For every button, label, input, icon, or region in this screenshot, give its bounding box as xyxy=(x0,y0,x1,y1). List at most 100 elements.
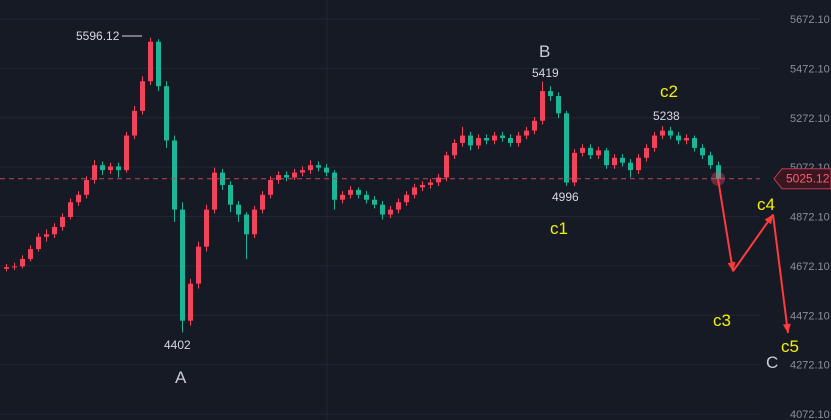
candle-body xyxy=(652,135,657,148)
candle xyxy=(332,170,337,210)
candle xyxy=(452,139,457,160)
candle-body xyxy=(252,209,257,235)
candle xyxy=(644,144,649,162)
candle xyxy=(500,131,505,142)
candle xyxy=(708,151,713,169)
candle xyxy=(540,81,545,125)
candle-body xyxy=(372,199,377,205)
candle-body xyxy=(204,209,209,247)
candle xyxy=(348,186,353,199)
candle xyxy=(676,131,681,145)
candle-body xyxy=(196,246,201,284)
candle xyxy=(284,171,289,182)
candle-body xyxy=(124,135,129,171)
candle-body xyxy=(572,152,577,183)
candle xyxy=(444,151,449,182)
candle xyxy=(148,37,153,85)
candle-body xyxy=(508,138,513,143)
candle xyxy=(36,233,41,252)
candle-body xyxy=(596,150,601,156)
candle-body xyxy=(76,194,81,203)
candle xyxy=(188,278,193,326)
candle-body xyxy=(444,155,449,178)
candle-body xyxy=(356,189,361,195)
candle xyxy=(356,187,361,199)
arrow-head-icon xyxy=(782,323,791,334)
candle-body xyxy=(268,179,273,195)
candle xyxy=(412,183,417,199)
candle-body xyxy=(468,135,473,146)
wave-a-label: A xyxy=(175,368,187,387)
candle-body xyxy=(708,155,713,166)
candle-body xyxy=(364,194,369,200)
candle xyxy=(668,126,673,140)
candle xyxy=(660,126,665,140)
candle-body xyxy=(308,165,313,171)
candle xyxy=(228,181,233,213)
candle-body xyxy=(676,135,681,141)
candle xyxy=(108,162,113,174)
candle-body xyxy=(12,266,17,268)
candle xyxy=(180,202,185,333)
candle-body xyxy=(524,130,529,136)
candle-body xyxy=(172,140,177,210)
candle xyxy=(524,126,529,140)
y-axis: 5672.105472.105272.105072.104872.104672.… xyxy=(790,14,830,420)
candle xyxy=(300,166,305,177)
y-tick-label: 5472.10 xyxy=(790,63,830,75)
candle-body xyxy=(140,81,145,111)
candle-body xyxy=(36,236,41,250)
candle-body xyxy=(316,165,321,168)
candle xyxy=(196,241,201,289)
candle-body xyxy=(44,234,49,237)
candle xyxy=(364,191,369,204)
candle-body xyxy=(52,226,57,235)
wave-c4-label: c4 xyxy=(757,195,775,214)
candle xyxy=(164,81,169,148)
y-tick-label: 4072.10 xyxy=(790,409,830,420)
candle xyxy=(100,161,105,176)
candle xyxy=(612,154,617,169)
candle-body xyxy=(92,165,97,180)
candle xyxy=(564,110,569,186)
y-tick-label: 4672.10 xyxy=(790,261,830,273)
last-price-tag: 5025.12 xyxy=(773,168,831,190)
candle xyxy=(44,229,49,242)
arrow-segment xyxy=(772,214,789,334)
candle xyxy=(140,76,145,115)
arrow-head-icon xyxy=(764,214,773,225)
candle xyxy=(476,134,481,150)
candle xyxy=(588,144,593,160)
candle xyxy=(628,159,633,178)
y-tick-label: 4272.10 xyxy=(790,360,830,372)
wave-c3-label: c3 xyxy=(713,311,731,330)
candle xyxy=(492,131,497,145)
candle xyxy=(308,160,313,174)
candle-body xyxy=(164,86,169,141)
candle-body xyxy=(332,172,337,200)
candle-body xyxy=(628,162,633,171)
candle xyxy=(60,213,65,231)
candle xyxy=(596,146,601,160)
y-tick-label: 5272.10 xyxy=(790,113,830,125)
candle xyxy=(116,162,121,178)
candle-body xyxy=(300,170,305,173)
low-label: 4402 xyxy=(164,338,191,352)
candle-body xyxy=(100,165,105,171)
candle-body xyxy=(660,130,665,136)
candle-body xyxy=(556,96,561,114)
candle-body xyxy=(132,110,137,136)
arrow-segment xyxy=(732,213,774,272)
candle xyxy=(604,147,609,169)
candle-body xyxy=(532,120,537,131)
candle-body xyxy=(484,138,489,141)
candle-body xyxy=(388,209,393,215)
candle xyxy=(548,86,553,101)
candle-body xyxy=(236,204,241,215)
candle-body xyxy=(292,172,297,178)
candle-body xyxy=(212,172,217,210)
candle xyxy=(252,205,257,239)
candle-body xyxy=(260,194,265,210)
candle-body xyxy=(188,283,193,321)
